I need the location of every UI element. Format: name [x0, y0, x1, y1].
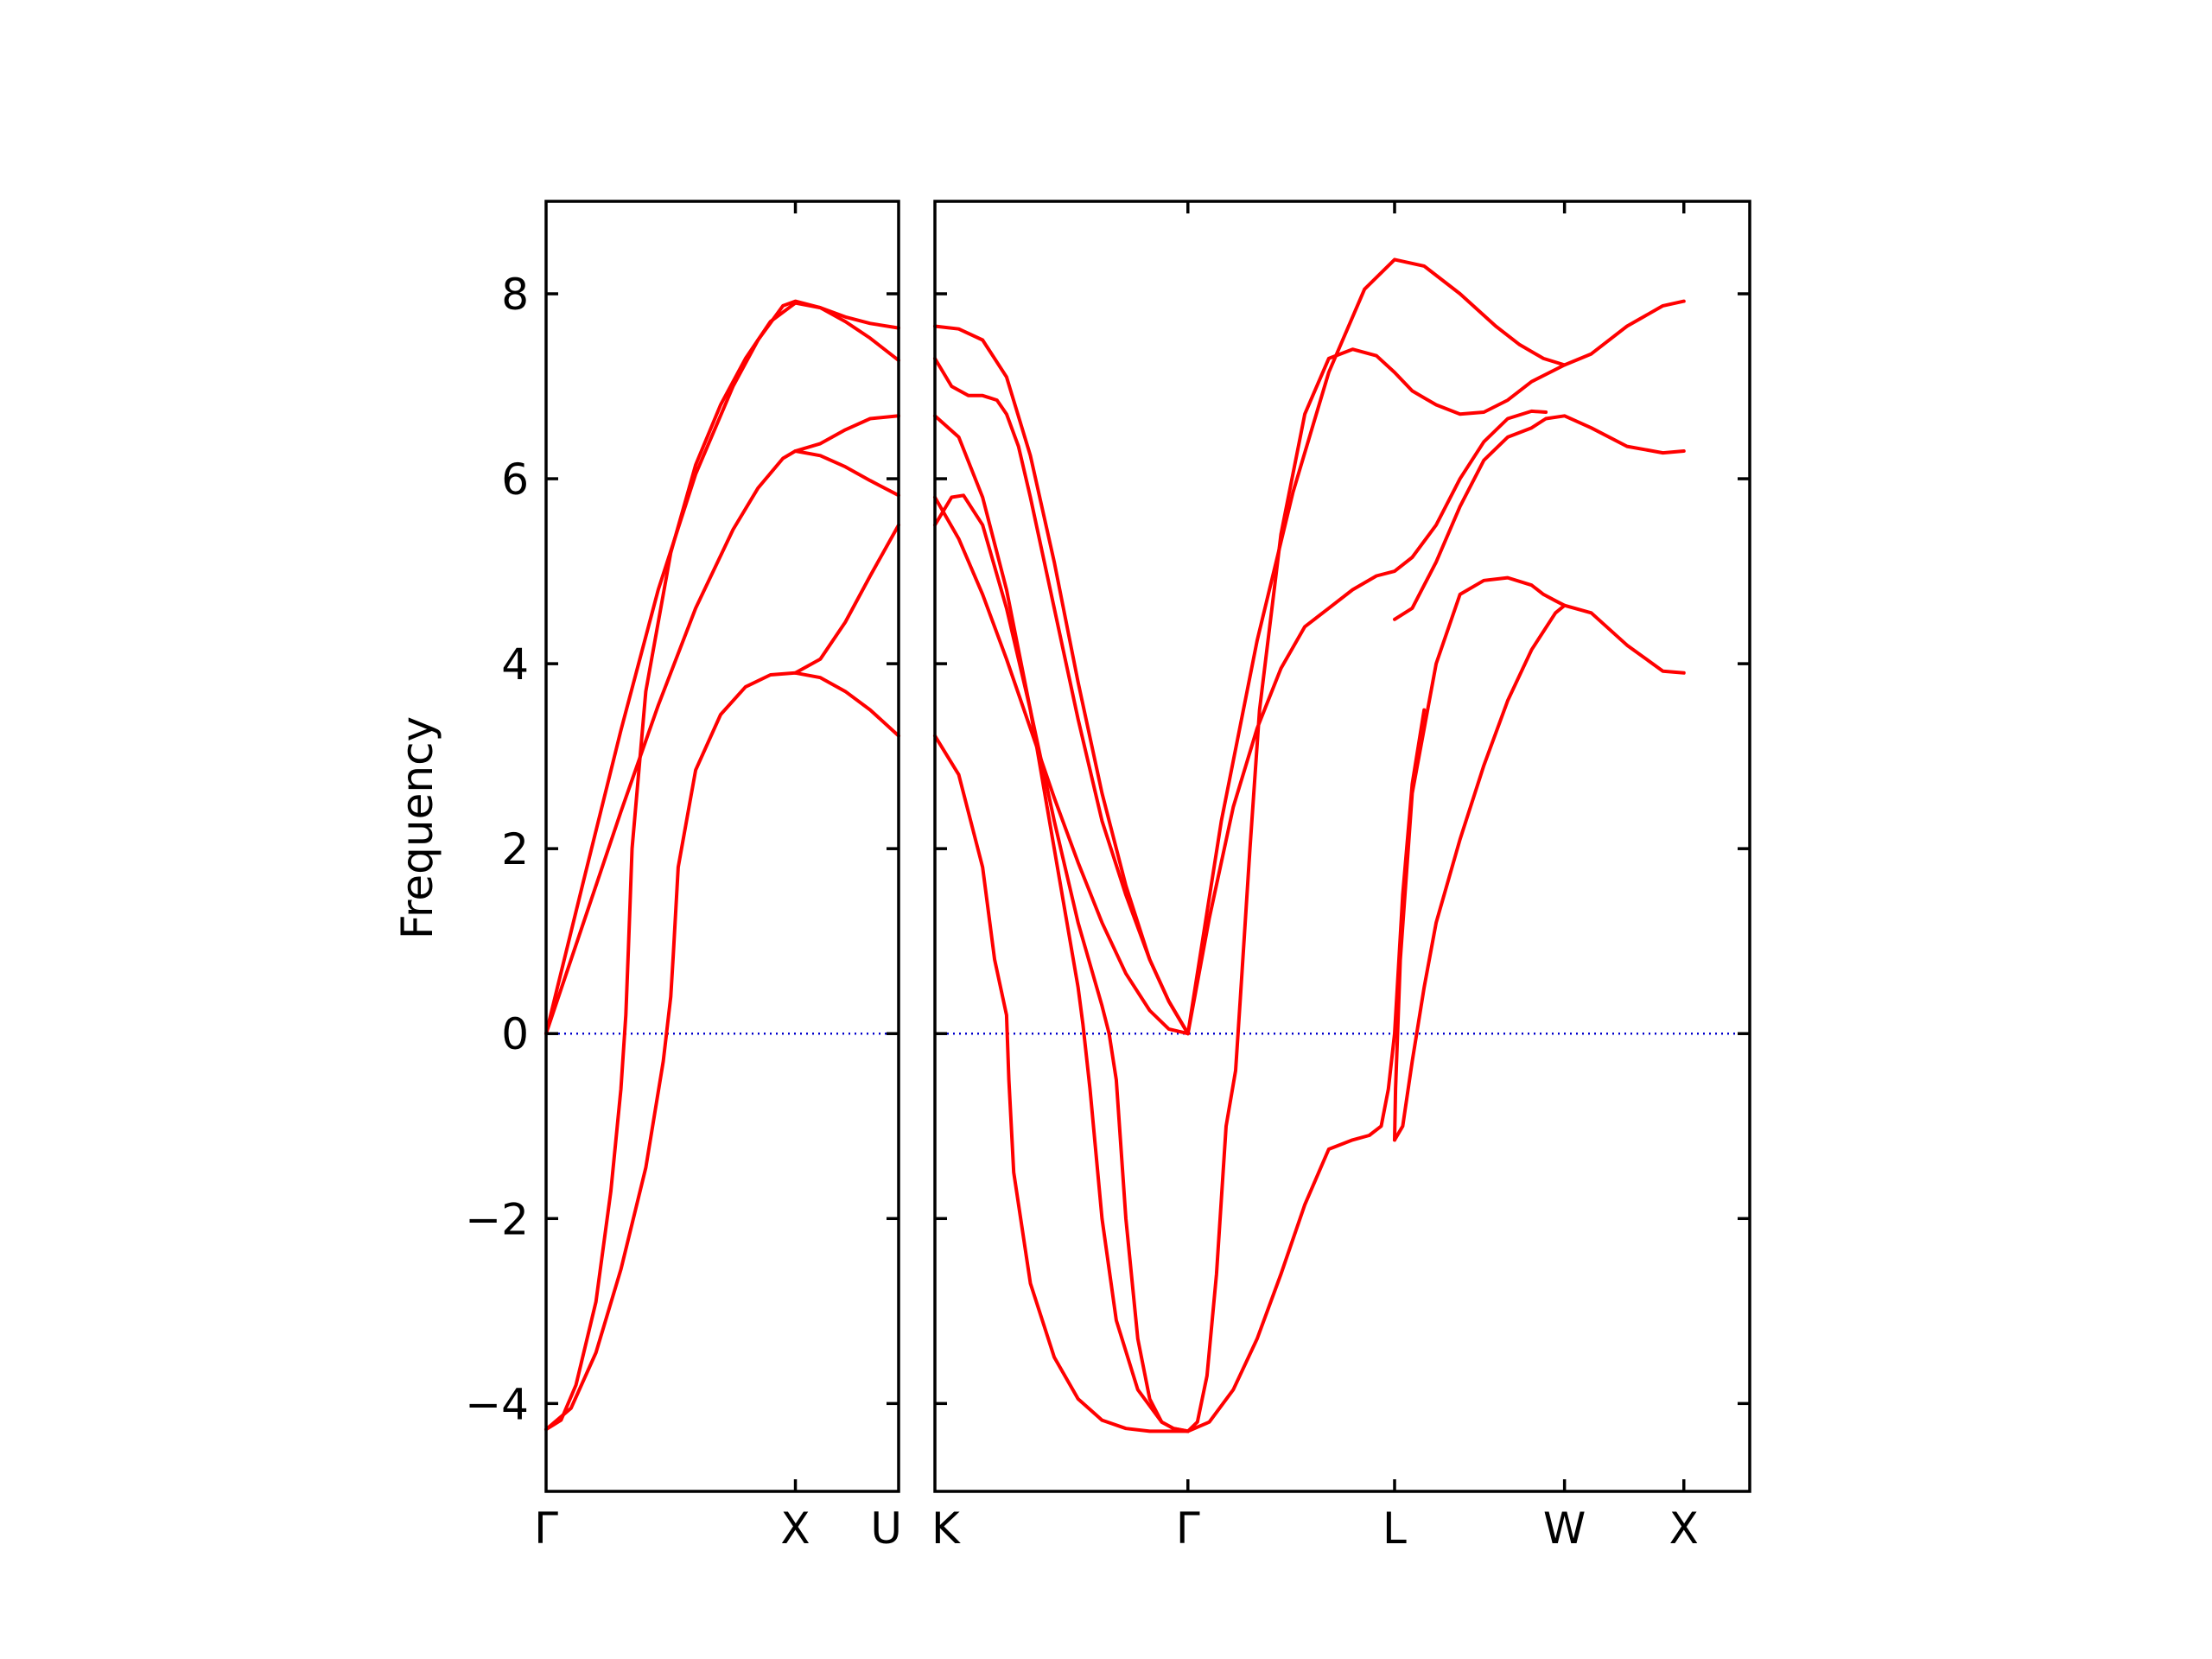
x-tick-label: Γ	[534, 1503, 558, 1554]
band-line-6	[793, 523, 900, 675]
band-line-5	[793, 414, 900, 453]
axes-frame	[933, 200, 1751, 1493]
band-line-12	[1393, 575, 1686, 1142]
x-tick-label: X	[780, 1503, 810, 1554]
axes-frame	[544, 200, 900, 1493]
band-line-11	[1393, 414, 1686, 621]
band-line-3	[933, 414, 1190, 1433]
x-tick-label: K	[931, 1503, 961, 1554]
left-band-panel: −4 −2 0 2 4 6 8 Γ X U	[465, 200, 902, 1554]
band-line-4	[544, 671, 900, 1432]
y-axis-label: Frequency	[392, 716, 442, 939]
y-tick-label: −2	[465, 1194, 529, 1244]
x-tick-label: U	[870, 1503, 902, 1554]
band-line-13	[1393, 603, 1567, 1142]
band-line-9	[1185, 347, 1567, 1433]
band-line-5	[933, 495, 1190, 1036]
x-tick-label: X	[1669, 1503, 1699, 1554]
y-tick-label: 2	[501, 824, 529, 874]
band-line-2	[544, 449, 900, 1036]
y-tick-label: 8	[501, 270, 529, 320]
x-tick-label: L	[1382, 1503, 1407, 1554]
y-tick-label: −4	[465, 1379, 529, 1429]
band-line-4	[933, 493, 1190, 1433]
band-line-3	[544, 301, 900, 1432]
band-line-8	[1185, 409, 1548, 1036]
y-tick-label: 0	[501, 1009, 529, 1059]
x-tick-label: W	[1543, 1503, 1586, 1554]
y-tick-label: 4	[501, 639, 529, 690]
y-tick-label: 6	[501, 454, 529, 505]
band-line-2	[933, 356, 1190, 1036]
band-line-6	[933, 734, 1190, 1433]
x-tick-label: Γ	[1176, 1503, 1200, 1554]
